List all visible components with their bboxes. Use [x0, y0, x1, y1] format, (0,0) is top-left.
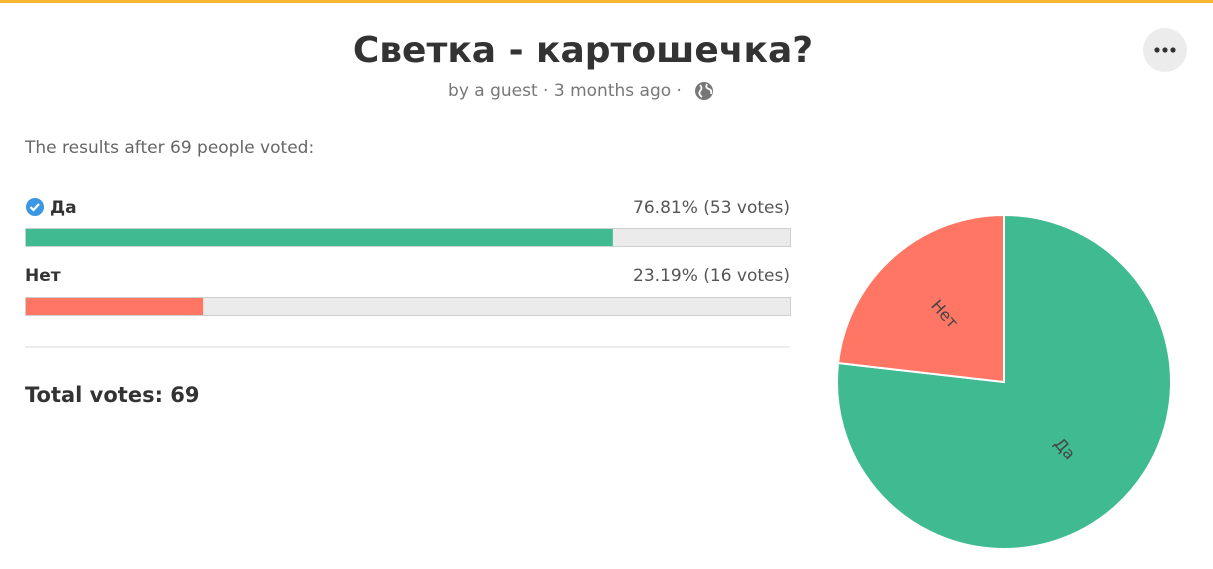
top-border [0, 0, 1213, 3]
option-label: Да [50, 198, 77, 218]
menu-button[interactable] [1143, 28, 1187, 72]
bar [26, 298, 204, 315]
pie-slice [836, 213, 1005, 384]
check-icon [26, 198, 44, 216]
globe-icon [695, 82, 713, 100]
poll-meta: by a guest · 3 months ago · [448, 81, 682, 101]
option-result: 23.19% (16 votes) [633, 266, 790, 286]
results-intro: The results after 69 people voted: [24, 138, 314, 158]
poll-title: Светка - картошечка? [353, 30, 813, 71]
total-votes: Total votes: 69 [25, 383, 200, 407]
option-result: 76.81% (53 votes) [633, 198, 790, 218]
pie-slice [836, 213, 1172, 550]
option-label: Нет [25, 266, 61, 286]
bar-track [25, 297, 791, 316]
bar [26, 229, 613, 246]
